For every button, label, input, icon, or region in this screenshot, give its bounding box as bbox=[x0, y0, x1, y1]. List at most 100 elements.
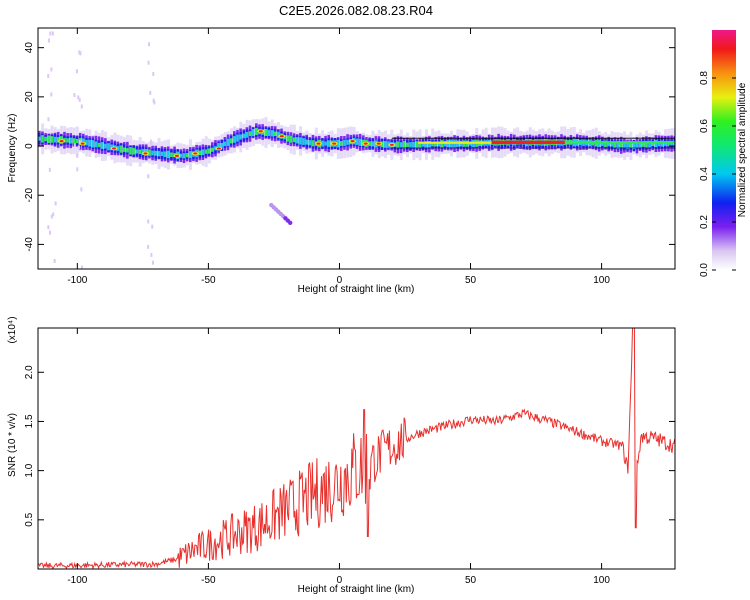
heatmap-speckle bbox=[149, 90, 152, 95]
heatmap-cell bbox=[75, 138, 79, 144]
heatmap-cell bbox=[53, 136, 57, 143]
heatmap-cell bbox=[242, 133, 246, 139]
heatmap-speckle bbox=[79, 51, 82, 56]
heatmap-speckle bbox=[48, 230, 51, 235]
heatmap-cell bbox=[198, 150, 202, 156]
heatmap-cell bbox=[72, 138, 76, 144]
heatmap-cell bbox=[346, 139, 349, 145]
heatmap-speckle bbox=[77, 95, 80, 100]
heatmap-hotspot-core bbox=[376, 142, 381, 145]
heatmap-hotspot-core bbox=[193, 152, 198, 155]
heatmap-cell bbox=[415, 141, 419, 149]
heatmap-cell bbox=[138, 149, 142, 155]
heatmap-frame bbox=[37, 27, 676, 270]
heatmap-cell bbox=[380, 141, 384, 148]
heatmap-cell bbox=[409, 142, 412, 148]
colorbar-gradient bbox=[712, 30, 736, 270]
heatmap-cell bbox=[151, 150, 154, 156]
heatmap-y-tick-label: -40 bbox=[24, 237, 35, 252]
heatmap-band bbox=[564, 141, 675, 144]
heatmap-cell bbox=[616, 141, 620, 149]
snr-y-axis-label: SNR (10 * v/v) bbox=[7, 413, 18, 477]
heatmap-cell bbox=[289, 135, 293, 143]
heatmap-y-tick-label: -20 bbox=[24, 188, 35, 203]
heatmap-y-tick-label: 20 bbox=[24, 91, 35, 103]
colorbar-tick-label: 0.2 bbox=[699, 215, 710, 229]
heatmap-cell bbox=[355, 138, 359, 145]
heatmap-panel: -100 -50 0 50 100 -40 -20 0 20 40 Height of stra… bbox=[7, 27, 676, 295]
heatmap-cell bbox=[122, 147, 126, 152]
heatmap-cell bbox=[286, 135, 290, 142]
heatmap-cell bbox=[424, 141, 428, 148]
heatmap-cell bbox=[182, 153, 186, 159]
heatmap-hotspot-core bbox=[80, 142, 85, 145]
heatmap-cell bbox=[632, 142, 636, 150]
heatmap-hotspot-core bbox=[316, 142, 321, 145]
heatmap-x-axis-label: Height of straight line (km) bbox=[298, 284, 415, 295]
heatmap-speckle bbox=[150, 142, 153, 147]
heatmap-cell bbox=[399, 142, 403, 148]
heatmap-speckle bbox=[148, 42, 151, 47]
heatmap-cell bbox=[229, 138, 233, 144]
heatmap-cell bbox=[428, 141, 431, 148]
heatmap-speckle bbox=[47, 117, 50, 122]
heatmap-speckle bbox=[80, 265, 83, 269]
heatmap-x-ticks: -100 -50 0 50 100 bbox=[67, 28, 610, 286]
heatmap-speckle bbox=[50, 214, 53, 219]
heatmap-cell bbox=[418, 141, 422, 149]
snr-x-tick-label: 50 bbox=[465, 575, 477, 586]
heatmap-hotspot-core bbox=[350, 140, 355, 143]
heatmap-cell bbox=[163, 151, 167, 157]
heatmap-cell bbox=[651, 141, 655, 146]
heatmap-cell bbox=[431, 142, 434, 147]
heatmap-cell bbox=[339, 141, 343, 146]
heatmap-cell bbox=[170, 152, 173, 158]
heatmap-cell bbox=[179, 153, 183, 158]
heatmap-speckle bbox=[53, 258, 56, 263]
heatmap-speckle bbox=[75, 69, 78, 74]
heatmap-cell bbox=[201, 149, 205, 156]
heatmap-speckle bbox=[50, 92, 53, 97]
heatmap-hotspot-core bbox=[389, 143, 394, 146]
heatmap-cell bbox=[88, 139, 91, 147]
heatmap-cell bbox=[623, 143, 626, 148]
heatmap-x-tick-label: -100 bbox=[67, 275, 87, 286]
heatmap-cell bbox=[610, 142, 614, 147]
snr-x-tick-label: -100 bbox=[67, 575, 87, 586]
heatmap-cell bbox=[107, 143, 110, 151]
heatmap-cell bbox=[50, 136, 54, 143]
heatmap-cell bbox=[629, 143, 632, 149]
snr-panel: -100 -50 0 50 100 0.5 1.0 1.5 2.0 Height of str… bbox=[7, 316, 676, 595]
heatmap-y-tick-label: 0 bbox=[24, 143, 35, 149]
heatmap-speckle bbox=[78, 50, 81, 55]
heatmap-band bbox=[491, 140, 565, 145]
heatmap-cell bbox=[157, 150, 161, 157]
heatmap-speckle bbox=[49, 31, 52, 36]
heatmap-cell bbox=[220, 142, 224, 148]
heatmap-cell bbox=[402, 140, 406, 149]
heatmap-cell bbox=[38, 136, 41, 141]
heatmap-cell bbox=[308, 140, 312, 146]
colorbar-tick-label: 0.4 bbox=[699, 167, 710, 181]
heatmap-hotspot-core bbox=[258, 130, 263, 133]
heatmap-cell bbox=[324, 141, 327, 146]
heatmap-speckle bbox=[78, 145, 81, 150]
heatmap-cell bbox=[406, 142, 409, 147]
heatmap-speckle bbox=[47, 73, 50, 78]
heatmap-speckle bbox=[73, 143, 76, 148]
snr-y-tick-label: 0.5 bbox=[24, 512, 35, 526]
heatmap-cell bbox=[327, 140, 331, 147]
heatmap-cell bbox=[226, 138, 230, 147]
snr-x-tick-label: 0 bbox=[337, 575, 343, 586]
snr-x-tick-label: 100 bbox=[593, 575, 610, 586]
snr-y-tick-label: 2.0 bbox=[24, 365, 35, 379]
heatmap-cell bbox=[119, 145, 123, 153]
heatmap-cell bbox=[91, 140, 95, 148]
heatmap-cell bbox=[437, 141, 441, 147]
heatmap-cell bbox=[248, 131, 252, 137]
heatmap-cells bbox=[38, 31, 675, 269]
snr-x-axis-label: Height of straight line (km) bbox=[298, 584, 415, 595]
heatmap-cell bbox=[638, 142, 642, 148]
heatmap-cell bbox=[635, 142, 639, 149]
snr-y-ticks: 0.5 1.0 1.5 2.0 bbox=[24, 365, 675, 527]
